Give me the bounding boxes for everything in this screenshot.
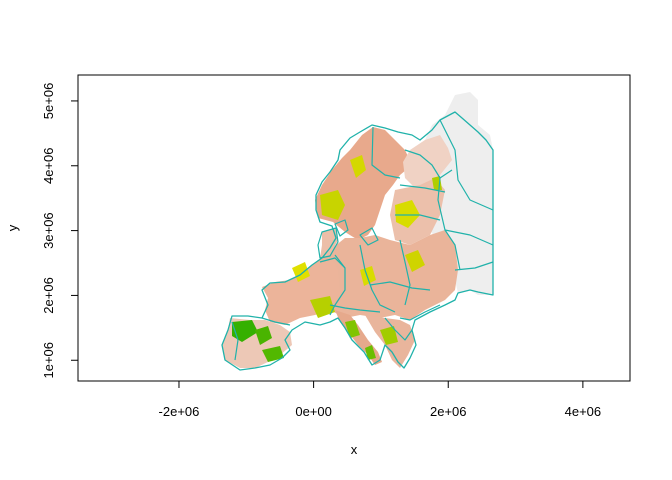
border-balkans [384, 317, 413, 341]
border-scandinavia [371, 126, 401, 179]
x-axis: -2e+06 0e+00 2e+06 4e+06 [159, 380, 602, 419]
y-tick-label: 2e+06 [41, 277, 56, 314]
border-denmark [359, 227, 379, 246]
border-portugal [231, 321, 239, 361]
x-tick-label: 0e+00 [295, 404, 332, 419]
border-pyrenees [261, 317, 291, 326]
raster-layer [222, 92, 493, 368]
y-axis-title: y [5, 224, 20, 231]
border-russia [439, 119, 494, 211]
europe-outline [221, 111, 494, 371]
x-tick-label: 2e+06 [430, 404, 467, 419]
border-uk [317, 227, 339, 259]
y-tick-label: 3e+06 [41, 212, 56, 249]
border-germany-poland [399, 239, 411, 306]
x-tick-label: -2e+06 [159, 404, 200, 419]
border-ireland [334, 219, 349, 237]
y-tick-label: 4e+06 [41, 148, 56, 185]
y-tick-label: 5e+06 [41, 83, 56, 120]
x-axis-title: x [351, 442, 358, 457]
raster-central [310, 230, 458, 320]
border-czech [369, 281, 431, 291]
country-borders [221, 111, 494, 371]
border-france-germany [329, 254, 346, 316]
border-germany [359, 244, 396, 313]
y-tick-label: 1e+06 [41, 342, 56, 379]
raster-uk [320, 228, 338, 258]
border-balkans-2 [399, 304, 441, 321]
border-belarus [444, 229, 494, 246]
border-finland [404, 149, 453, 179]
raster-finland [403, 135, 452, 190]
y-axis: 1e+06 2e+06 3e+06 4e+06 5e+06 [41, 83, 79, 379]
border-ukraine [454, 261, 494, 271]
x-tick-label: 4e+06 [565, 404, 602, 419]
border-baltic-south [395, 214, 441, 221]
border-alps [329, 304, 381, 313]
border-benelux [319, 257, 346, 269]
